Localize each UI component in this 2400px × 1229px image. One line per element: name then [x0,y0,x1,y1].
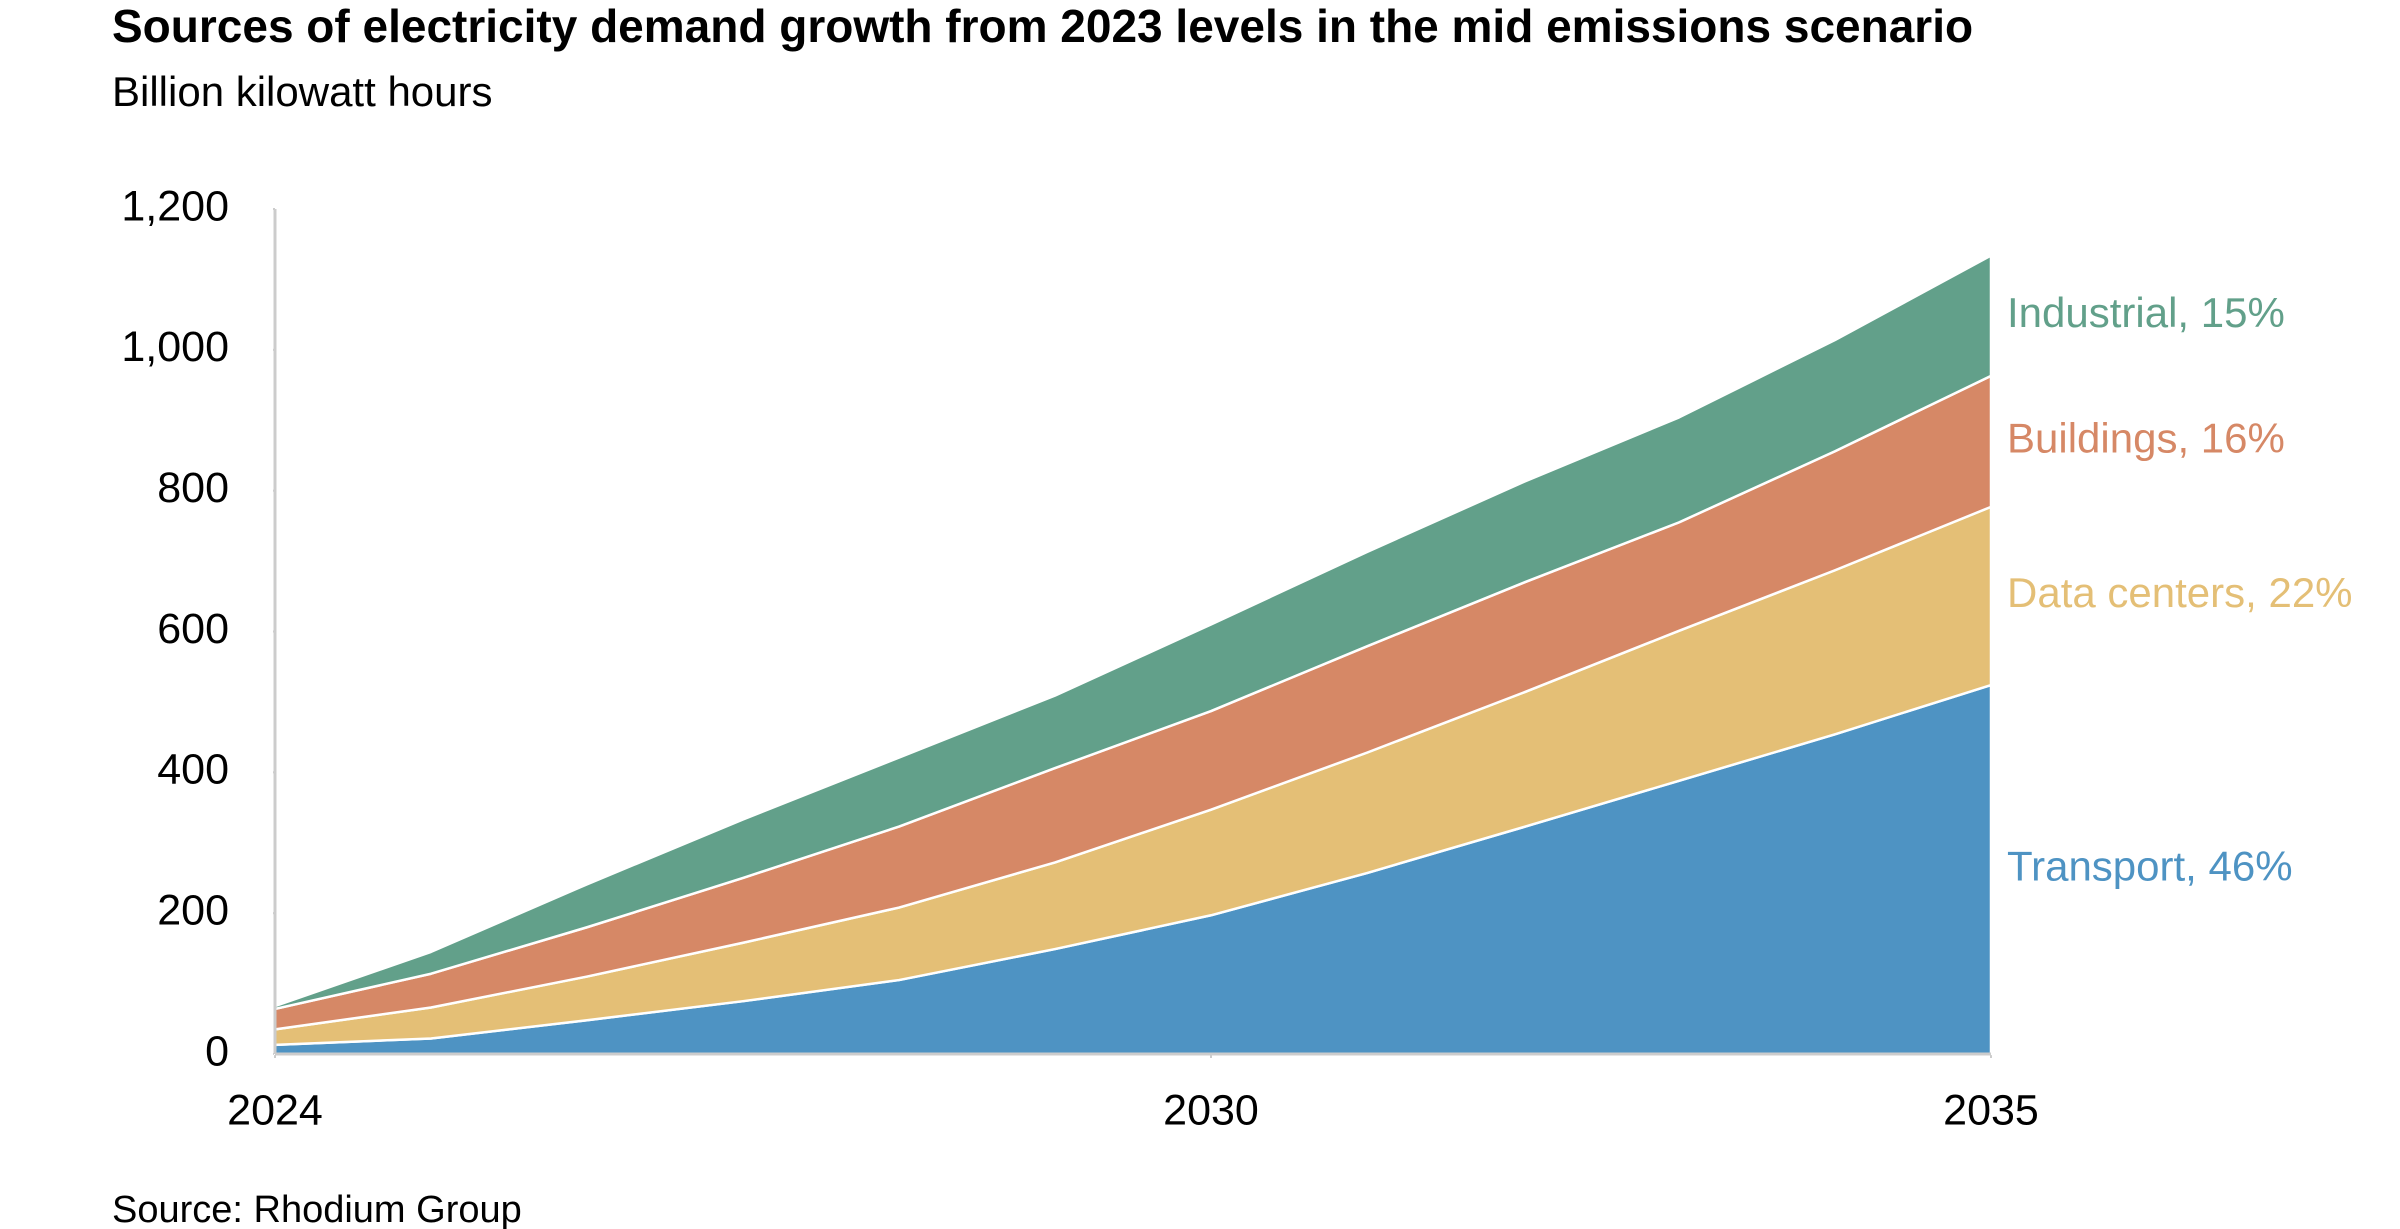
y-tick-label: 1,200 [121,182,229,230]
x-tick-label: 2024 [227,1086,323,1134]
series-label: Data centers, 22% [2007,569,2353,616]
area [273,254,1993,1011]
y-tick-label: 0 [205,1027,229,1075]
source-note: Source: Rhodium Group [112,1189,522,1229]
x-tick-label: 2030 [1163,1086,1259,1134]
y-tick-label: 400 [157,746,229,794]
chart-subtitle: Billion kilowatt hours [112,68,493,115]
y-tick-label: 800 [157,464,229,512]
y-tick-label: 200 [157,887,229,935]
chart-title: Sources of electricity demand growth fro… [112,0,1973,52]
series-label: Transport, 46% [2007,843,2293,890]
y-tick-label: 1,000 [121,323,229,371]
y-tick-label: 600 [157,605,229,653]
x-tick-label: 2035 [1943,1086,2039,1134]
series-label: Buildings, 16% [2007,414,2285,461]
areas [273,254,1993,1056]
series-label: Industrial, 15% [2007,289,2285,336]
